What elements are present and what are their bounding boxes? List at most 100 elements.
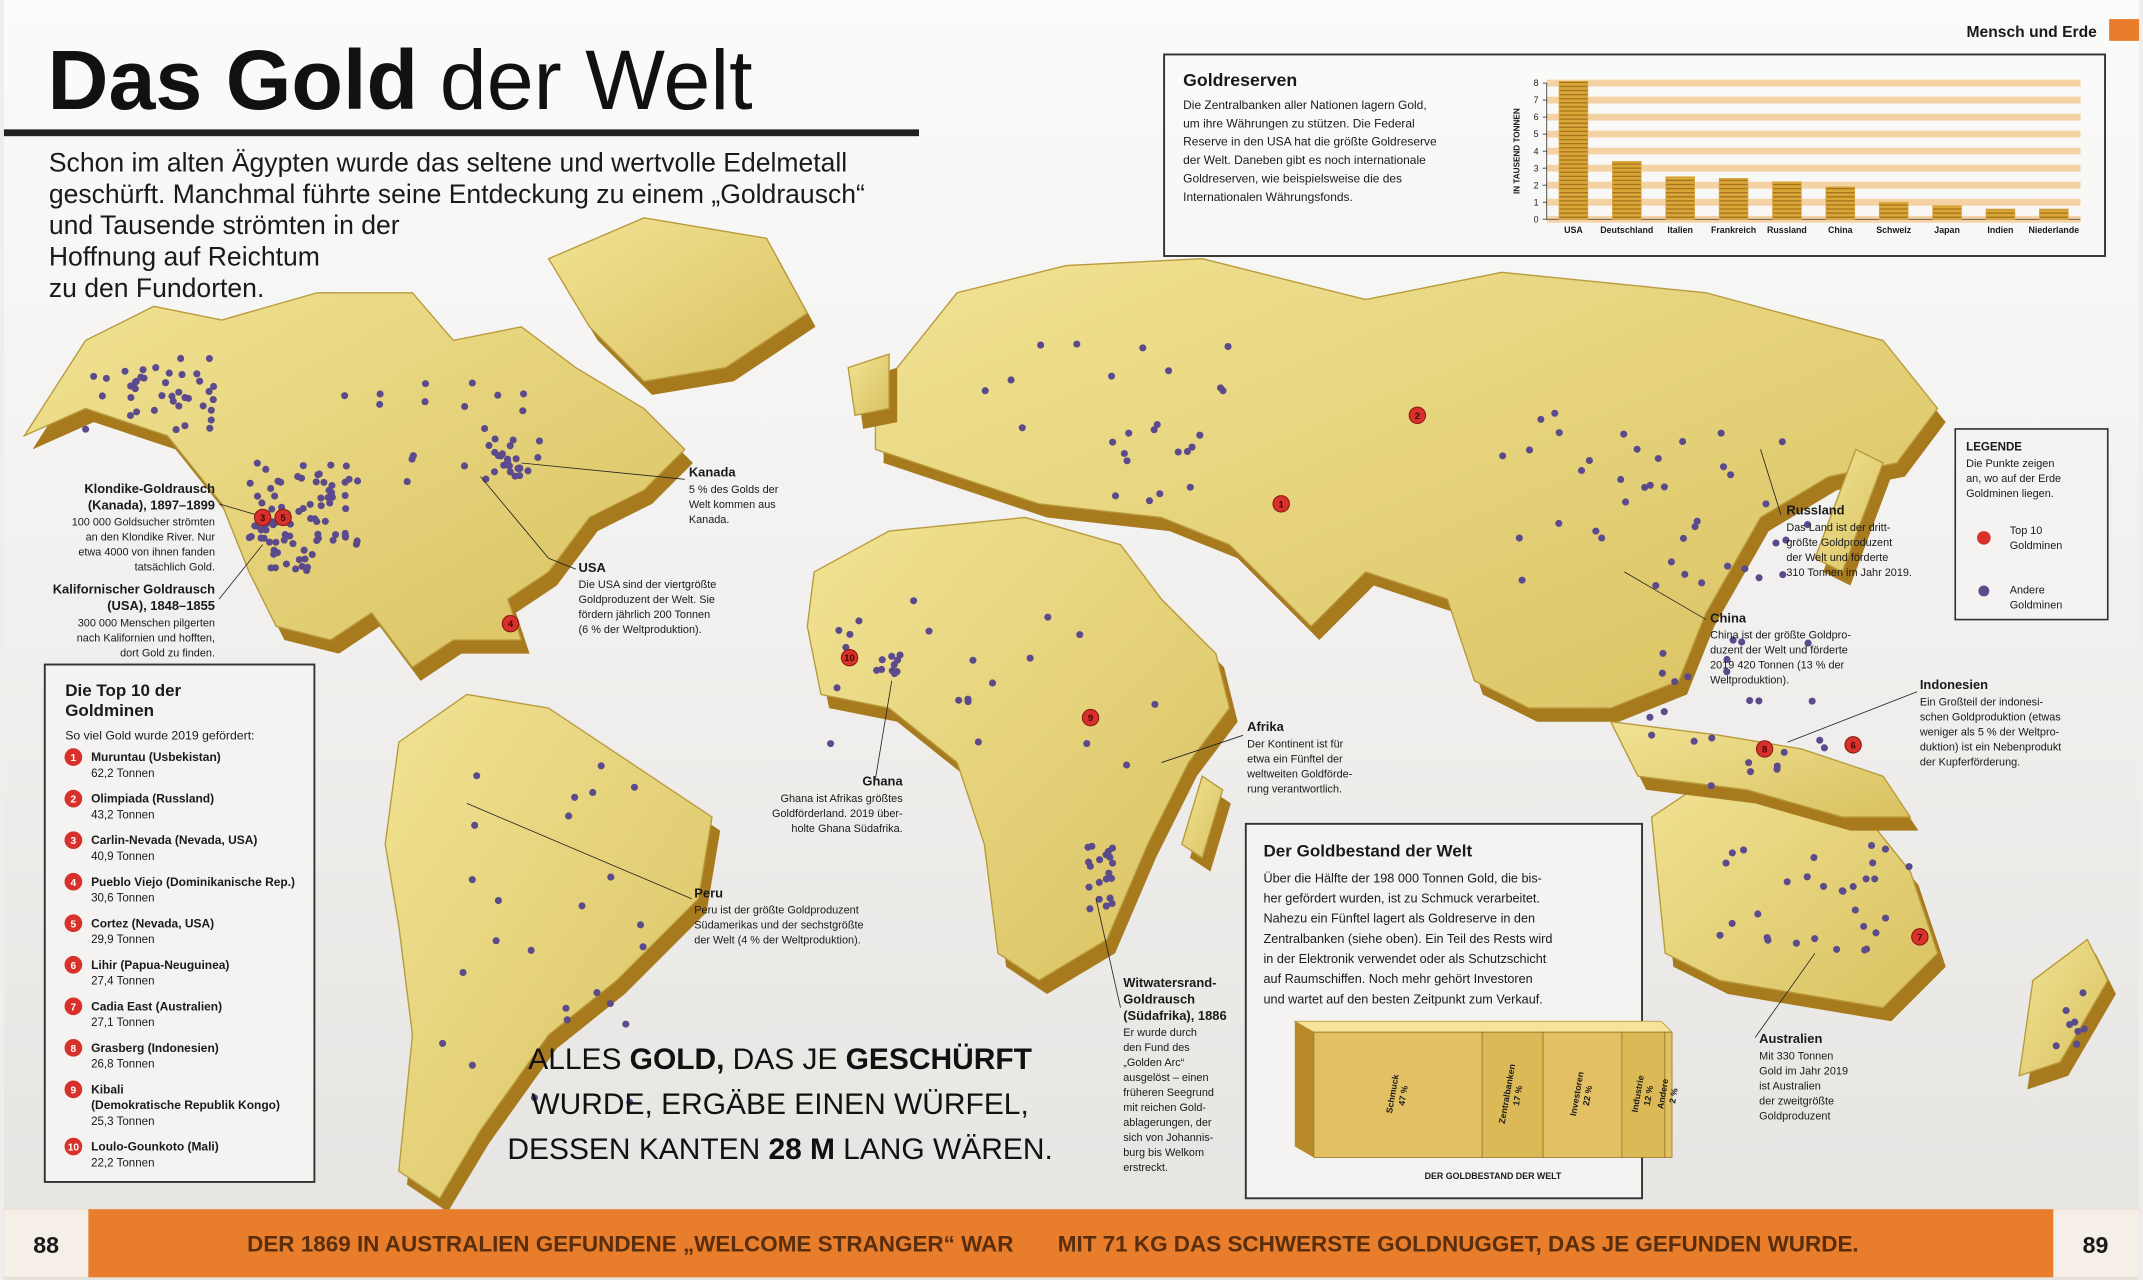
mine-dot xyxy=(890,661,898,669)
mine-dot xyxy=(1764,936,1772,944)
mine-dot xyxy=(280,536,288,544)
rank-number: 9 xyxy=(71,1085,77,1096)
mine-dot xyxy=(127,382,135,390)
segment-value: 47 % xyxy=(1396,1085,1409,1107)
mine-dot xyxy=(1123,457,1131,465)
annotation-text: Der Kontinent ist für xyxy=(1247,739,1343,751)
mine-dot xyxy=(1782,536,1790,544)
reserves-text: Goldreserven, wie beispielsweise die des xyxy=(1183,171,1402,185)
leader-line xyxy=(466,803,692,900)
legend-item: Top 10 xyxy=(2010,525,2043,537)
mine-dot xyxy=(253,459,261,467)
annotation-title: Kalifornischer Goldrausch xyxy=(53,582,215,597)
legend-swatch xyxy=(1978,585,1990,597)
annotation-text: (6 % der Weltproduktion). xyxy=(579,624,702,636)
annotation-text: sich von Johannis- xyxy=(1123,1132,1213,1144)
mine-dot xyxy=(199,402,207,410)
stock-segment xyxy=(1481,1031,1544,1158)
mine-dot xyxy=(1125,429,1133,437)
mine-dot xyxy=(82,425,90,433)
rank-badge xyxy=(64,955,83,974)
top-mine-marker xyxy=(1755,740,1774,758)
mine-dot xyxy=(519,407,527,415)
top-mine-marker xyxy=(274,508,292,527)
annotation-text: ausgelöst – einen xyxy=(1123,1072,1208,1084)
mine-name: Kibali xyxy=(91,1082,124,1096)
mine-dot xyxy=(1617,475,1625,483)
annotation-text: 2019 420 Tonnen (13 % der xyxy=(1710,660,1844,672)
top-mine-rank: 6 xyxy=(1850,740,1855,751)
y-axis-label: IN TAUSEND TONNEN xyxy=(1513,108,1522,194)
annotation-text: burg bis Welkom xyxy=(1123,1147,1204,1159)
annotation-text: Welt kommen aus xyxy=(689,499,776,511)
top-mine-marker xyxy=(501,614,520,633)
quote-line: WURDE, ERGÄBE EINEN WÜRFEL, xyxy=(531,1088,1028,1121)
intro-line: Hoffnung auf Reichtum xyxy=(49,242,320,272)
mine-dot xyxy=(1592,527,1600,535)
mine-dot xyxy=(571,793,579,801)
mine-dot xyxy=(253,492,262,500)
mine-dot xyxy=(1780,748,1788,756)
mine-dot xyxy=(1658,669,1666,677)
annotation-text: größte Goldproduzent xyxy=(1786,537,1892,549)
mine-amount: 62,2 Tonnen xyxy=(91,768,154,780)
mine-dot xyxy=(461,402,469,411)
mine-dot xyxy=(1660,708,1668,716)
mine-amount: 40,9 Tonnen xyxy=(91,851,154,863)
mine-name: Pueblo Viejo (Dominikanische Rep.) xyxy=(91,875,295,889)
annotation-title: Indonesien xyxy=(1920,677,1988,692)
mine-dot xyxy=(282,560,290,568)
quote-segment: DESSEN KANTEN xyxy=(507,1133,760,1166)
annotation-text: etwa ein Fünftel der xyxy=(1247,754,1343,766)
mine-dot xyxy=(326,499,334,507)
annotation-text: fördern jährlich 200 Tonnen xyxy=(579,609,711,621)
mine-dot xyxy=(207,416,215,424)
annotation-text: der zweitgrößte xyxy=(1759,1095,1834,1107)
mine-dot xyxy=(509,436,517,444)
mine-dot xyxy=(439,1039,447,1047)
annotation-text: Goldproduzent xyxy=(1759,1110,1830,1122)
mine-dot xyxy=(626,1098,634,1106)
top10-title: Goldminen xyxy=(65,701,154,720)
mine-dot xyxy=(1086,905,1094,913)
mine-dot xyxy=(925,627,933,635)
mine-dot xyxy=(530,1094,538,1102)
mine-dot xyxy=(964,695,972,703)
mine-dot xyxy=(126,411,135,420)
mine-dot xyxy=(1741,565,1749,573)
mine-dot xyxy=(205,387,213,395)
mine-dot xyxy=(1819,882,1828,890)
mine-name: Grasberg (Indonesien) xyxy=(91,1041,219,1055)
mine-dot xyxy=(165,369,173,377)
mine-dot xyxy=(162,379,170,387)
mine-dot xyxy=(1151,700,1159,708)
reserves-text: Internationalen Währungsfonds. xyxy=(1183,190,1353,204)
mine-dot xyxy=(981,387,989,395)
land xyxy=(806,516,1231,982)
mine-dot xyxy=(1862,875,1870,883)
stock-title: Der Goldbestand der Welt xyxy=(1264,842,1473,861)
bar xyxy=(2039,208,2069,220)
mine-dot xyxy=(1671,678,1679,686)
mine-dot xyxy=(1868,841,1876,850)
mine-amount: 27,4 Tonnen xyxy=(91,976,154,988)
mine-dot xyxy=(267,484,275,492)
mine-dot xyxy=(1872,929,1880,937)
top-mine-rank: 4 xyxy=(508,619,514,630)
mine-dot xyxy=(1740,846,1748,854)
mine-dot xyxy=(345,475,353,483)
annotation-text: weltweiten Goldförde- xyxy=(1246,769,1353,781)
mine-dot xyxy=(315,470,323,478)
mine-dot xyxy=(460,462,469,470)
mine-dot xyxy=(247,532,255,541)
segment-value: 2 % xyxy=(1667,1087,1680,1104)
annotation-text: früheren Seegrund xyxy=(1123,1087,1214,1099)
mine-dot xyxy=(524,467,532,475)
stock-text: und wartet auf den besten Zeitpunkt zum … xyxy=(1264,992,1543,1006)
mine-dot xyxy=(502,461,511,469)
mine-dot xyxy=(597,762,605,770)
leader-line xyxy=(1787,691,1918,743)
